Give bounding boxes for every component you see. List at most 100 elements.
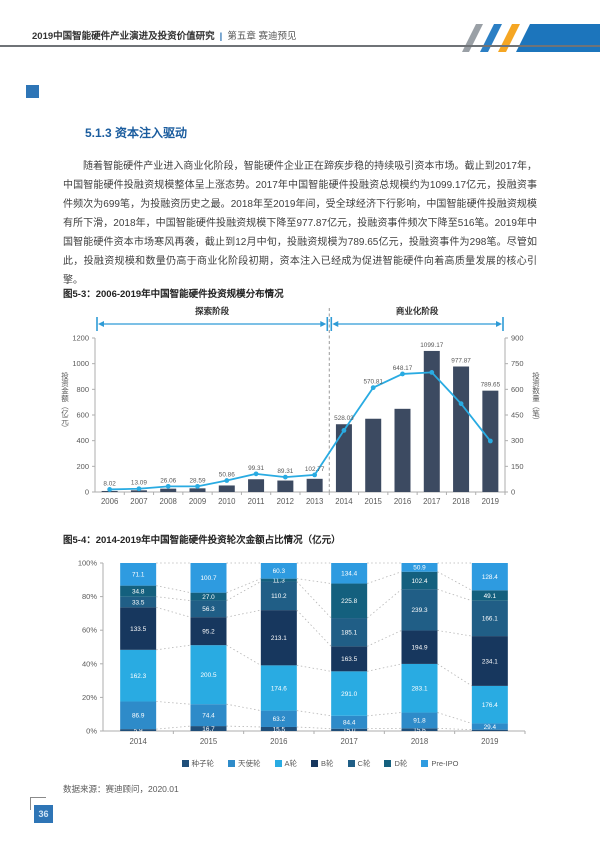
svg-text:0%: 0% [86,727,97,736]
svg-text:128.4: 128.4 [482,574,498,581]
svg-text:28.59: 28.59 [190,477,206,484]
data-source-note: 数据来源：赛迪顾问，2020.01 [63,784,179,794]
svg-text:200: 200 [76,462,89,471]
header-stripes-decoration [462,24,600,52]
svg-text:27.0: 27.0 [202,594,215,601]
svg-text:89.31: 89.31 [277,468,293,475]
chart-investment-scale: 探索阶段 商业化阶段 0 200 400 600 800 1000 1200 0 150 300 450… [60,306,540,506]
chart2-legend: 种子轮 天使轮 A轮 B轮 C轮 D轮 Pre-IPO [110,758,530,769]
legend-swatch [311,760,319,767]
svg-text:60.3: 60.3 [273,568,286,575]
legend-swatch [228,760,236,767]
chart-round-share: 0% 20% 40% 60% 80% 100% 2014 2015 2016 2017 2018 20… [78,559,526,746]
svg-text:投资数量（笔）: 投资数量（笔） [531,371,540,425]
body-paragraph: 随着智能硬件产业进入商业化阶段，智能硬件企业正在蹄疾步稳的持续吸引资本市场。截止… [63,161,537,286]
legend-item-Pre-IPO: Pre-IPO [421,758,458,769]
svg-text:450: 450 [511,411,524,420]
svg-text:2016: 2016 [270,737,287,746]
svg-text:225.8: 225.8 [341,598,357,605]
legend-label: C轮 [357,759,371,768]
legend-item-天使轮: 天使轮 [228,758,261,769]
svg-text:213.1: 213.1 [271,635,287,642]
svg-text:2007: 2007 [130,497,147,506]
page-number-frame [30,797,46,810]
svg-text:71.1: 71.1 [132,572,145,579]
svg-text:2017: 2017 [340,737,357,746]
svg-text:977.87: 977.87 [451,358,471,365]
svg-text:800: 800 [76,385,89,394]
header-rule [0,45,600,47]
svg-text:20%: 20% [82,693,97,702]
svg-text:234.1: 234.1 [482,658,498,665]
svg-text:15.0: 15.0 [343,727,356,734]
legend-item-D轮: D轮 [384,758,407,769]
svg-text:194.9: 194.9 [412,644,428,651]
section-title: 5.1.3 资本注入驱动 [85,126,188,140]
svg-text:570.81: 570.81 [363,379,383,386]
svg-text:2006: 2006 [101,497,118,506]
header-chapter: 第五章 赛迪预见 [227,31,297,42]
svg-text:63.2: 63.2 [273,716,286,723]
svg-text:8.02: 8.02 [103,480,116,487]
svg-text:163.5: 163.5 [341,656,357,663]
svg-text:100%: 100% [78,559,98,568]
legend-swatch [274,760,282,767]
svg-text:1200: 1200 [72,334,89,343]
svg-text:11.3: 11.3 [273,577,285,584]
svg-text:2014: 2014 [335,497,353,506]
svg-text:95.2: 95.2 [202,628,215,635]
svg-text:300: 300 [511,436,524,445]
legend-item-B轮: B轮 [311,758,334,769]
svg-text:15.5: 15.5 [273,726,286,733]
svg-text:150: 150 [511,462,524,471]
svg-text:162.3: 162.3 [130,673,146,680]
legend-label: B轮 [321,759,334,768]
legend-item-C轮: C轮 [347,758,371,769]
legend-label: A轮 [284,759,298,768]
svg-text:2010: 2010 [218,497,236,506]
svg-text:291.0: 291.0 [341,691,357,698]
legend-swatch [347,760,355,767]
svg-text:40%: 40% [82,659,97,668]
page-header: 2019中国智能硬件产业演进及投资价值研究 | 第五章 赛迪预见 [32,28,296,42]
svg-text:1099.17: 1099.17 [420,342,444,349]
svg-text:134.4: 134.4 [341,571,357,578]
svg-text:91.8: 91.8 [413,718,426,725]
legend-swatch [384,760,392,767]
svg-text:176.4: 176.4 [482,702,498,709]
svg-text:102.77: 102.77 [305,466,325,473]
legend-label: 天使轮 [238,759,261,768]
svg-text:528.03: 528.03 [334,415,354,422]
svg-text:84.4: 84.4 [343,720,356,727]
svg-text:34.8: 34.8 [132,588,145,595]
svg-text:13.09: 13.09 [131,480,147,487]
svg-text:商业化阶段: 商业化阶段 [396,306,439,316]
svg-text:80%: 80% [82,592,97,601]
svg-text:56.3: 56.3 [202,606,215,613]
svg-text:1000: 1000 [72,359,89,368]
svg-text:2018: 2018 [452,497,469,506]
svg-text:750: 750 [511,359,524,368]
svg-text:15.6: 15.6 [413,727,426,734]
svg-text:投资金额（亿元）: 投资金额（亿元） [60,371,69,432]
legend-item-种子轮: 种子轮 [181,758,214,769]
page-number-badge: 36 [34,805,53,823]
svg-text:600: 600 [76,411,89,420]
svg-text:2009: 2009 [189,497,206,506]
svg-text:600: 600 [511,385,524,394]
svg-text:99.31: 99.31 [248,465,264,472]
svg-text:86.9: 86.9 [132,713,145,720]
header-divider: | [219,31,223,42]
svg-text:110.2: 110.2 [271,593,287,600]
svg-text:16.7: 16.7 [202,726,215,733]
svg-text:74.4: 74.4 [202,712,215,719]
svg-text:102.4: 102.4 [412,578,428,585]
svg-text:33.5: 33.5 [132,599,145,606]
svg-text:2011: 2011 [248,497,265,506]
svg-text:5.9: 5.9 [134,727,143,734]
svg-text:2013: 2013 [306,497,323,506]
svg-text:50.86: 50.86 [219,472,235,479]
legend-swatch [421,760,429,767]
svg-text:174.6: 174.6 [271,685,287,692]
svg-text:49.1: 49.1 [484,593,497,600]
